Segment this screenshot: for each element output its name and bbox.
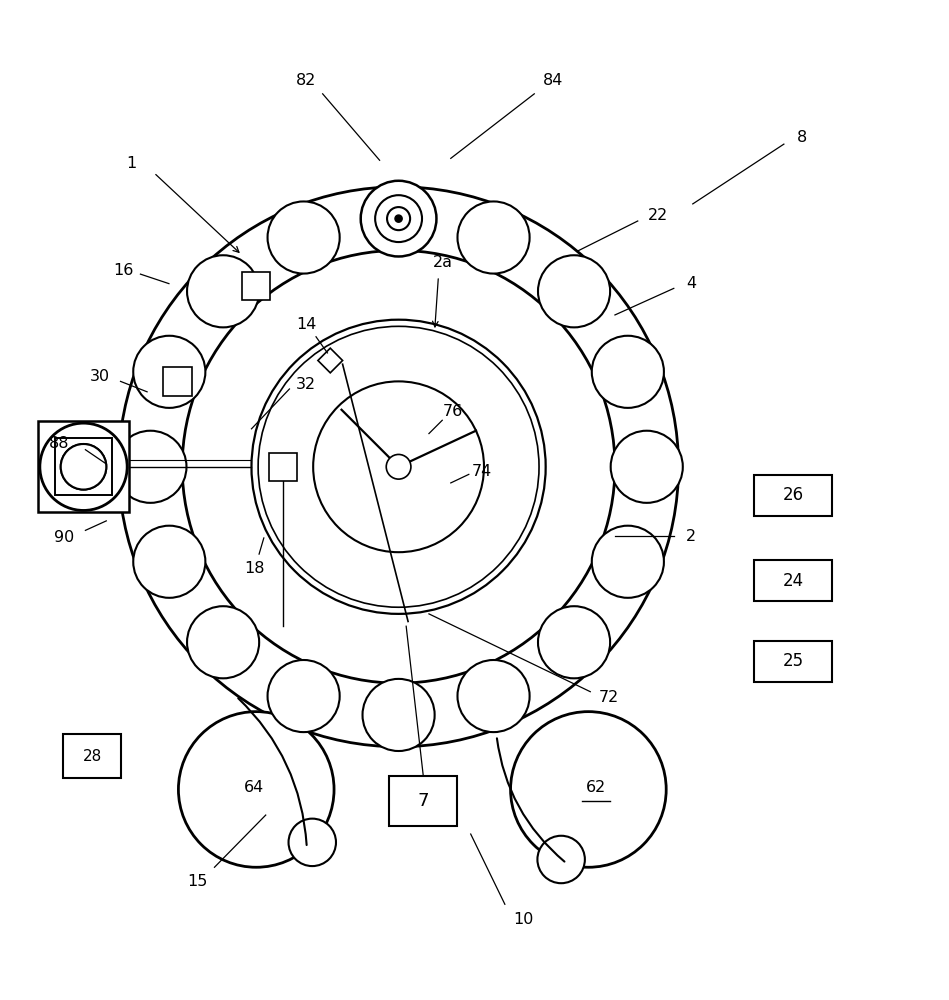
Circle shape (133, 526, 205, 598)
Circle shape (40, 423, 127, 510)
Circle shape (251, 320, 546, 614)
Text: 74: 74 (472, 464, 493, 479)
Circle shape (133, 336, 205, 408)
Text: 25: 25 (783, 652, 804, 670)
Text: 32: 32 (295, 377, 316, 392)
Text: 64: 64 (244, 780, 265, 795)
Bar (55, 438, 112, 495)
Text: 16: 16 (113, 263, 134, 278)
Circle shape (61, 444, 106, 490)
Circle shape (258, 326, 539, 607)
Circle shape (268, 660, 340, 732)
Circle shape (537, 836, 585, 883)
Circle shape (288, 819, 336, 866)
Bar (163, 367, 192, 396)
Text: 76: 76 (442, 404, 463, 419)
Text: 72: 72 (599, 690, 620, 705)
Circle shape (592, 336, 664, 408)
Circle shape (178, 712, 334, 867)
Circle shape (119, 187, 679, 747)
Text: 88: 88 (48, 436, 69, 451)
Text: 30: 30 (89, 369, 110, 384)
Bar (754, 475, 832, 516)
Text: 2: 2 (686, 529, 696, 544)
Bar (754, 560, 832, 601)
Circle shape (387, 207, 410, 230)
Text: 1: 1 (126, 156, 136, 171)
Circle shape (375, 195, 422, 242)
Circle shape (457, 201, 530, 274)
Bar (389, 776, 457, 826)
Text: 14: 14 (296, 317, 317, 332)
Text: 84: 84 (543, 73, 564, 88)
Text: 28: 28 (83, 749, 102, 764)
Circle shape (361, 181, 437, 256)
Text: 2a: 2a (433, 255, 454, 270)
Circle shape (114, 431, 186, 503)
Circle shape (182, 250, 615, 683)
Circle shape (395, 215, 402, 222)
Circle shape (40, 423, 127, 510)
Circle shape (592, 526, 664, 598)
Text: 62: 62 (586, 780, 606, 795)
Text: 90: 90 (54, 530, 75, 545)
Text: 82: 82 (295, 73, 316, 88)
Circle shape (363, 679, 435, 751)
Circle shape (363, 183, 435, 255)
Circle shape (61, 444, 106, 490)
Text: 10: 10 (513, 912, 534, 927)
Text: 18: 18 (244, 561, 265, 576)
Text: 22: 22 (647, 208, 668, 223)
Text: 7: 7 (418, 792, 429, 810)
Text: 24: 24 (783, 572, 804, 590)
Circle shape (457, 660, 530, 732)
Circle shape (313, 381, 484, 552)
Bar (63, 734, 121, 778)
Text: 15: 15 (187, 874, 208, 889)
Text: 26: 26 (783, 486, 804, 504)
Text: 4: 4 (686, 276, 696, 291)
Circle shape (268, 201, 340, 274)
Bar (269, 453, 297, 481)
Circle shape (511, 712, 666, 867)
Bar (38, 421, 129, 512)
Circle shape (187, 606, 259, 678)
Circle shape (538, 606, 610, 678)
Bar (754, 641, 832, 682)
Circle shape (187, 255, 259, 327)
Text: 8: 8 (797, 130, 807, 145)
Bar (242, 272, 270, 300)
Circle shape (386, 454, 411, 479)
Circle shape (611, 431, 683, 503)
Circle shape (538, 255, 610, 327)
